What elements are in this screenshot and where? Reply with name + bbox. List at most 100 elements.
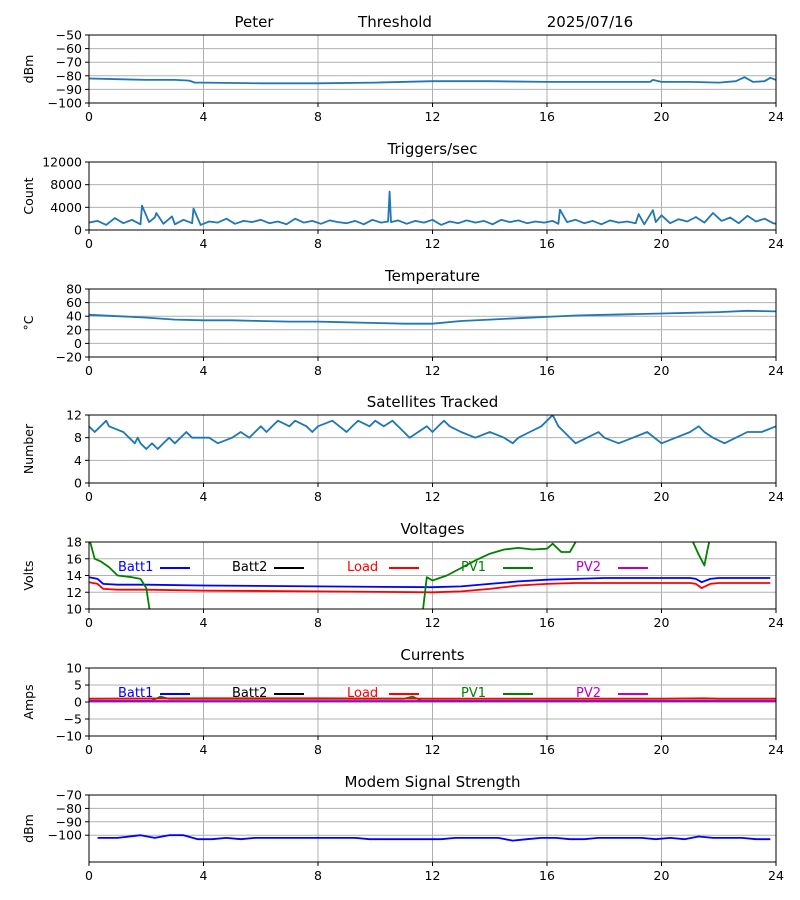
x-tick-label: 8 bbox=[314, 236, 322, 251]
series-line-pv1 bbox=[89, 542, 151, 609]
x-tick-label: 16 bbox=[539, 236, 555, 251]
header: Peter Threshold 2025/07/16 bbox=[234, 13, 633, 31]
legend-label-pv1: PV1 bbox=[461, 560, 486, 575]
legend-label-load: Load bbox=[347, 686, 378, 701]
y-tick-label: 12 bbox=[66, 585, 82, 600]
x-tick-label: 8 bbox=[314, 868, 322, 883]
series-group bbox=[89, 542, 771, 609]
x-tick-label: 4 bbox=[200, 109, 208, 124]
series-line-pv1 bbox=[692, 542, 711, 567]
legend-label-load: Load bbox=[347, 560, 378, 575]
panel-satellites: 0 4 8 12 16 20 24 0 4 8 12 Satellites Tracked Number bbox=[21, 393, 784, 504]
series-line bbox=[97, 834, 771, 842]
x-tick-label: 24 bbox=[768, 742, 784, 757]
chart-title: Temperature bbox=[384, 267, 480, 285]
y-tick-label: 0 bbox=[74, 476, 82, 491]
series-group bbox=[89, 415, 776, 450]
x-tick-label: 4 bbox=[200, 868, 208, 883]
x-tick-label: 24 bbox=[768, 236, 784, 251]
x-tick-label: 20 bbox=[654, 742, 670, 757]
y-tick-label: 8 bbox=[74, 430, 82, 445]
chart-title: Voltages bbox=[400, 520, 464, 538]
y-tick-label: 0 bbox=[74, 336, 82, 351]
y-tick-label: −20 bbox=[56, 350, 82, 365]
y-tick-label: 0 bbox=[74, 223, 82, 238]
x-tick-label: 0 bbox=[85, 742, 93, 757]
x-tick-label: 12 bbox=[425, 489, 441, 504]
x-tick-label: 0 bbox=[85, 489, 93, 504]
x-tick-label: 20 bbox=[654, 109, 670, 124]
x-tick-label: 4 bbox=[200, 615, 208, 630]
y-axis-label: Amps bbox=[21, 684, 36, 719]
panel-noise: 0 4 8 12 16 20 24 −100−90−80−70−60−50 dBm bbox=[21, 28, 784, 125]
x-tick-label: 24 bbox=[768, 615, 784, 630]
y-tick-label: −90 bbox=[56, 814, 82, 829]
y-tick-label: 8000 bbox=[50, 177, 82, 192]
legend-label-pv2: PV2 bbox=[576, 560, 601, 575]
x-tick-label: 12 bbox=[425, 363, 441, 378]
x-tick-label: 24 bbox=[768, 109, 784, 124]
y-tick-label: 16 bbox=[66, 551, 82, 566]
series-line bbox=[89, 76, 776, 85]
y-tick-label: −80 bbox=[56, 68, 82, 83]
chart-title: Modem Signal Strength bbox=[345, 773, 521, 791]
y-tick-label: −5 bbox=[64, 712, 82, 727]
chart-title: Triggers/sec bbox=[387, 140, 478, 158]
y-tick-label: −90 bbox=[56, 82, 82, 97]
series-line-pv1 bbox=[422, 542, 577, 609]
y-tick-label: −60 bbox=[56, 41, 82, 56]
y-tick-label: −10 bbox=[56, 729, 82, 744]
header-site: Peter bbox=[234, 13, 274, 31]
y-axis-label: °C bbox=[21, 315, 36, 330]
legend-label-batt1: Batt1 bbox=[118, 560, 153, 575]
series-line-batt1 bbox=[89, 576, 771, 589]
series-line bbox=[89, 415, 776, 450]
x-tick-label: 8 bbox=[314, 742, 322, 757]
y-tick-label: 12 bbox=[66, 408, 82, 423]
x-tick-label: 4 bbox=[200, 489, 208, 504]
y-tick-label: −100 bbox=[48, 96, 82, 111]
x-tick-label: 16 bbox=[539, 489, 555, 504]
y-tick-label: 0 bbox=[74, 695, 82, 710]
legend-label-batt2: Batt2 bbox=[232, 686, 267, 701]
x-tick-label: 24 bbox=[768, 489, 784, 504]
x-tick-label: 12 bbox=[425, 868, 441, 883]
y-tick-label: 10 bbox=[66, 602, 82, 617]
y-tick-label: 4000 bbox=[50, 200, 82, 215]
x-tick-label: 8 bbox=[314, 615, 322, 630]
header-mode: Threshold bbox=[357, 13, 432, 31]
y-axis-label: Count bbox=[21, 177, 36, 214]
chart-title: Currents bbox=[400, 646, 464, 664]
y-axis-label: Number bbox=[21, 423, 36, 474]
x-tick-label: 12 bbox=[425, 236, 441, 251]
y-tick-label: 60 bbox=[66, 295, 82, 310]
x-tick-label: 16 bbox=[539, 742, 555, 757]
y-tick-label: 12000 bbox=[42, 155, 82, 170]
legend-label-pv2: PV2 bbox=[576, 686, 601, 701]
x-tick-label: 16 bbox=[539, 109, 555, 124]
x-tick-label: 12 bbox=[425, 109, 441, 124]
y-tick-label: 5 bbox=[74, 678, 82, 693]
y-axis-label: Volts bbox=[21, 560, 36, 590]
legend-label-pv1: PV1 bbox=[461, 686, 486, 701]
x-tick-label: 0 bbox=[85, 363, 93, 378]
y-tick-label: 20 bbox=[66, 322, 82, 337]
y-tick-label: 10 bbox=[66, 661, 82, 676]
y-axis-label: dBm bbox=[21, 55, 36, 84]
x-tick-label: 0 bbox=[85, 236, 93, 251]
x-tick-label: 20 bbox=[654, 868, 670, 883]
chart-title: Satellites Tracked bbox=[367, 393, 498, 411]
y-tick-label: 4 bbox=[74, 453, 82, 468]
series-group bbox=[97, 834, 771, 842]
y-tick-label: −100 bbox=[48, 828, 82, 843]
header-date: 2025/07/16 bbox=[547, 13, 633, 31]
x-tick-label: 20 bbox=[654, 489, 670, 504]
series-group bbox=[89, 695, 776, 703]
panel-triggers: 0 4 8 12 16 20 24 0 4000 8000 12000 Triggers/sec Cou… bbox=[21, 140, 784, 251]
x-tick-label: 0 bbox=[85, 109, 93, 124]
y-tick-label: 18 bbox=[66, 535, 82, 550]
x-tick-label: 24 bbox=[768, 363, 784, 378]
x-tick-label: 8 bbox=[314, 109, 322, 124]
